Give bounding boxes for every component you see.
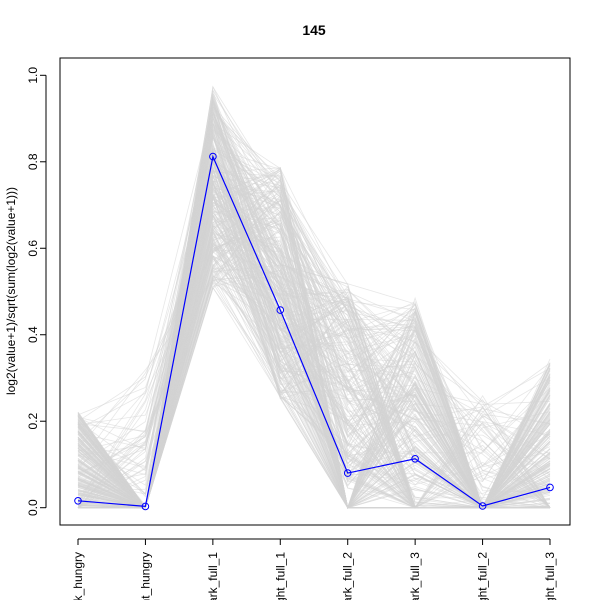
background-line — [77, 151, 551, 509]
series-point — [478, 502, 487, 510]
y-tick-label: 0.2 — [26, 413, 40, 430]
background-line — [77, 237, 551, 509]
x-tick-label: light_full_2 — [476, 552, 490, 600]
series-point — [141, 502, 150, 511]
background-line — [78, 256, 551, 509]
series-point — [276, 306, 285, 314]
series-point — [209, 152, 217, 161]
background-line — [78, 174, 551, 509]
x-tick-label: dark_full_3 — [408, 552, 422, 600]
y-tick-label: 0.8 — [26, 153, 40, 170]
x-tick-label: ght_hungry — [138, 552, 152, 600]
x-tick-label: dark_full_2 — [341, 552, 355, 600]
plot-frame — [59, 57, 571, 526]
y-tick-label: 1.0 — [26, 67, 40, 84]
y-tick-label: 0.0 — [26, 499, 40, 516]
x-tick-label: light_full_1 — [273, 552, 287, 600]
background-line — [77, 228, 551, 509]
series-point — [343, 469, 352, 477]
y-tick-label: 0.4 — [26, 326, 40, 343]
chart-title: 145 — [302, 22, 326, 38]
y-tick-label: 0.6 — [26, 240, 40, 257]
series-point — [546, 483, 554, 492]
x-tick-label: ark_hungry — [71, 552, 85, 600]
x-tick-label: dark_full_1 — [206, 552, 220, 600]
x-axis: ark_hungry ght_hungry dark_full_1 light_ful… — [71, 538, 557, 600]
series-line — [77, 154, 551, 508]
background-line — [77, 244, 551, 509]
x-tick-label: light_full_3 — [543, 552, 557, 600]
background-lines — [77, 85, 551, 510]
background-line — [77, 194, 551, 509]
series-point — [74, 497, 82, 505]
highlight-series — [74, 152, 554, 511]
y-axis-label: log2(value+1)/sqrt(sum(log2(value+1))) — [4, 187, 18, 395]
y-axis: 0.0 0.2 0.4 0.6 0.8 1.0 — [26, 67, 47, 516]
series-point — [411, 455, 419, 463]
background-line — [77, 287, 551, 509]
background-line — [77, 107, 551, 509]
